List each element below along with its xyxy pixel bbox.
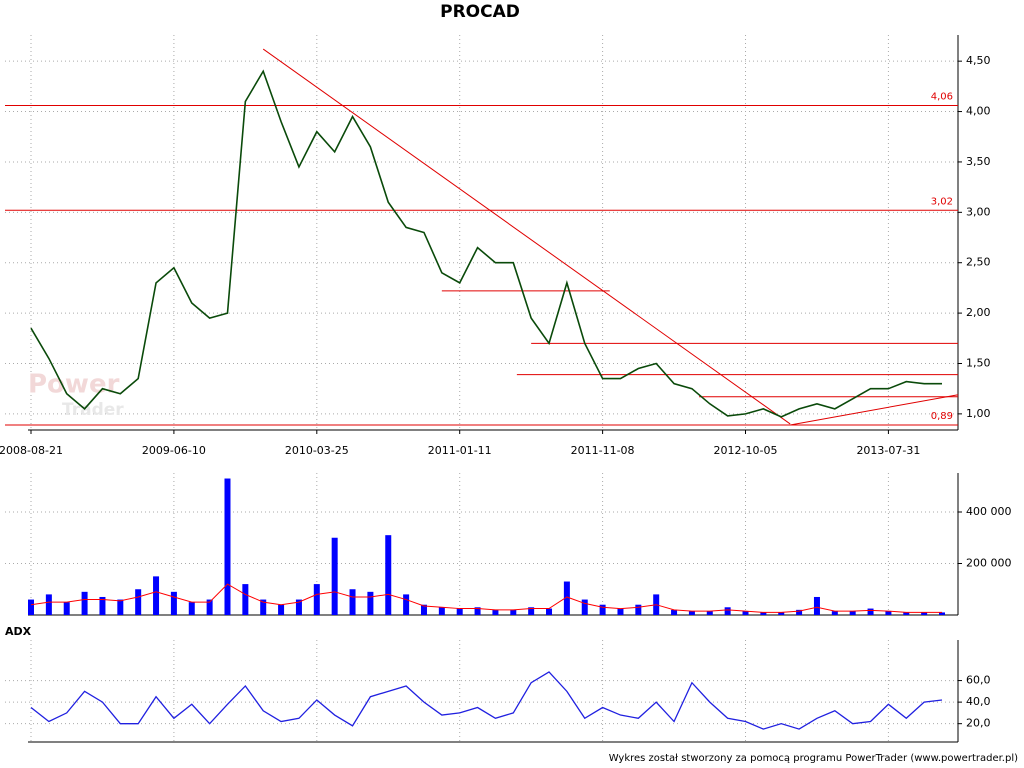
volume-bar (260, 599, 267, 615)
volume-bar (742, 611, 749, 615)
y-tick-label: 1,00 (966, 407, 991, 420)
chart-title: PROCAD (440, 2, 520, 22)
y-tick-label: 1,50 (966, 356, 991, 369)
y-tick-label: 3,50 (966, 155, 991, 168)
y-tick-label: 40,0 (966, 695, 991, 708)
y-tick-label: 20,0 (966, 717, 991, 730)
x-tick-label: 2010-03-25 (285, 444, 349, 457)
volume-bar (117, 599, 124, 615)
price-line (30, 69, 942, 418)
y-tick-label: 60,0 (966, 674, 991, 687)
volume-bar (939, 612, 945, 615)
volume-bar (831, 611, 838, 615)
volume-bar (349, 589, 356, 615)
volume-bar (385, 535, 392, 615)
volume-bar (706, 611, 713, 615)
trend-line (262, 48, 791, 425)
volume-bar (581, 599, 588, 615)
volume-bar (617, 608, 624, 615)
volume-bar (813, 596, 820, 615)
volume-bar (188, 602, 195, 615)
level-label: 4,06 (931, 92, 953, 103)
y-tick-label: 400 000 (966, 505, 1012, 518)
y-tick-label: 200 000 (966, 556, 1012, 569)
x-tick-label: 2011-11-08 (571, 444, 635, 457)
volume-bar (671, 609, 678, 615)
y-tick-label: 4,50 (966, 54, 991, 67)
volume-bar (295, 599, 302, 615)
x-tick-label: 2011-01-11 (428, 444, 492, 457)
footer: Wykres został stworzony za pomocą progra… (609, 753, 1018, 764)
volume-bar (867, 608, 874, 615)
volume-bar (492, 609, 499, 615)
volume-bar (635, 604, 642, 615)
volume-bar (224, 478, 231, 615)
volume-bar (778, 612, 785, 615)
volume-bar (63, 602, 70, 615)
volume-bar (367, 591, 374, 615)
volume-bar (688, 611, 695, 615)
volume-bar (903, 612, 910, 615)
volume-bar (921, 612, 928, 615)
volume-bar (153, 576, 160, 615)
price-line (30, 671, 943, 730)
volume-bar (331, 537, 338, 615)
volume-bar (456, 608, 463, 615)
y-tick-label: 2,00 (966, 306, 991, 319)
volume-bar (563, 581, 570, 615)
volume-bar (599, 604, 606, 615)
volume-bar (760, 612, 767, 615)
volume-bar (242, 584, 249, 615)
volume-bar (510, 609, 517, 615)
volume-bar (438, 607, 445, 615)
x-tick-label: 2012-10-05 (714, 444, 778, 457)
volume-bar (420, 604, 427, 615)
watermark: Power (28, 370, 120, 400)
volume-bar (528, 607, 535, 615)
volume-bar (474, 607, 481, 615)
level-label: 3,02 (931, 196, 953, 207)
y-tick-label: 3,00 (966, 205, 991, 218)
trend-line (790, 394, 959, 426)
panel-title: ADX (5, 625, 32, 638)
volume-bar (278, 604, 285, 615)
volume-bar (135, 589, 142, 615)
volume-bar (99, 596, 106, 615)
volume-bar (81, 591, 88, 615)
x-tick-label: 2013-07-31 (856, 444, 920, 457)
volume-bar (170, 591, 177, 615)
volume-bar (546, 608, 553, 615)
volume-average (30, 583, 942, 613)
volume-bar (313, 584, 320, 615)
volume-bar (796, 609, 803, 615)
y-tick-label: 4,00 (966, 105, 991, 118)
volume-bar (724, 607, 731, 615)
x-tick-label: 2009-06-10 (142, 444, 206, 457)
volume-bar (28, 599, 34, 615)
watermark: Trader (62, 400, 124, 420)
level-label: 0,89 (931, 411, 953, 422)
volume-bar (45, 594, 52, 615)
volume-bar (206, 599, 213, 615)
y-tick-label: 2,50 (966, 256, 991, 269)
volume-bar (885, 611, 892, 615)
volume-bar (403, 594, 410, 615)
volume-bar (849, 611, 856, 615)
x-tick-label: 2008-08-21 (0, 444, 63, 457)
